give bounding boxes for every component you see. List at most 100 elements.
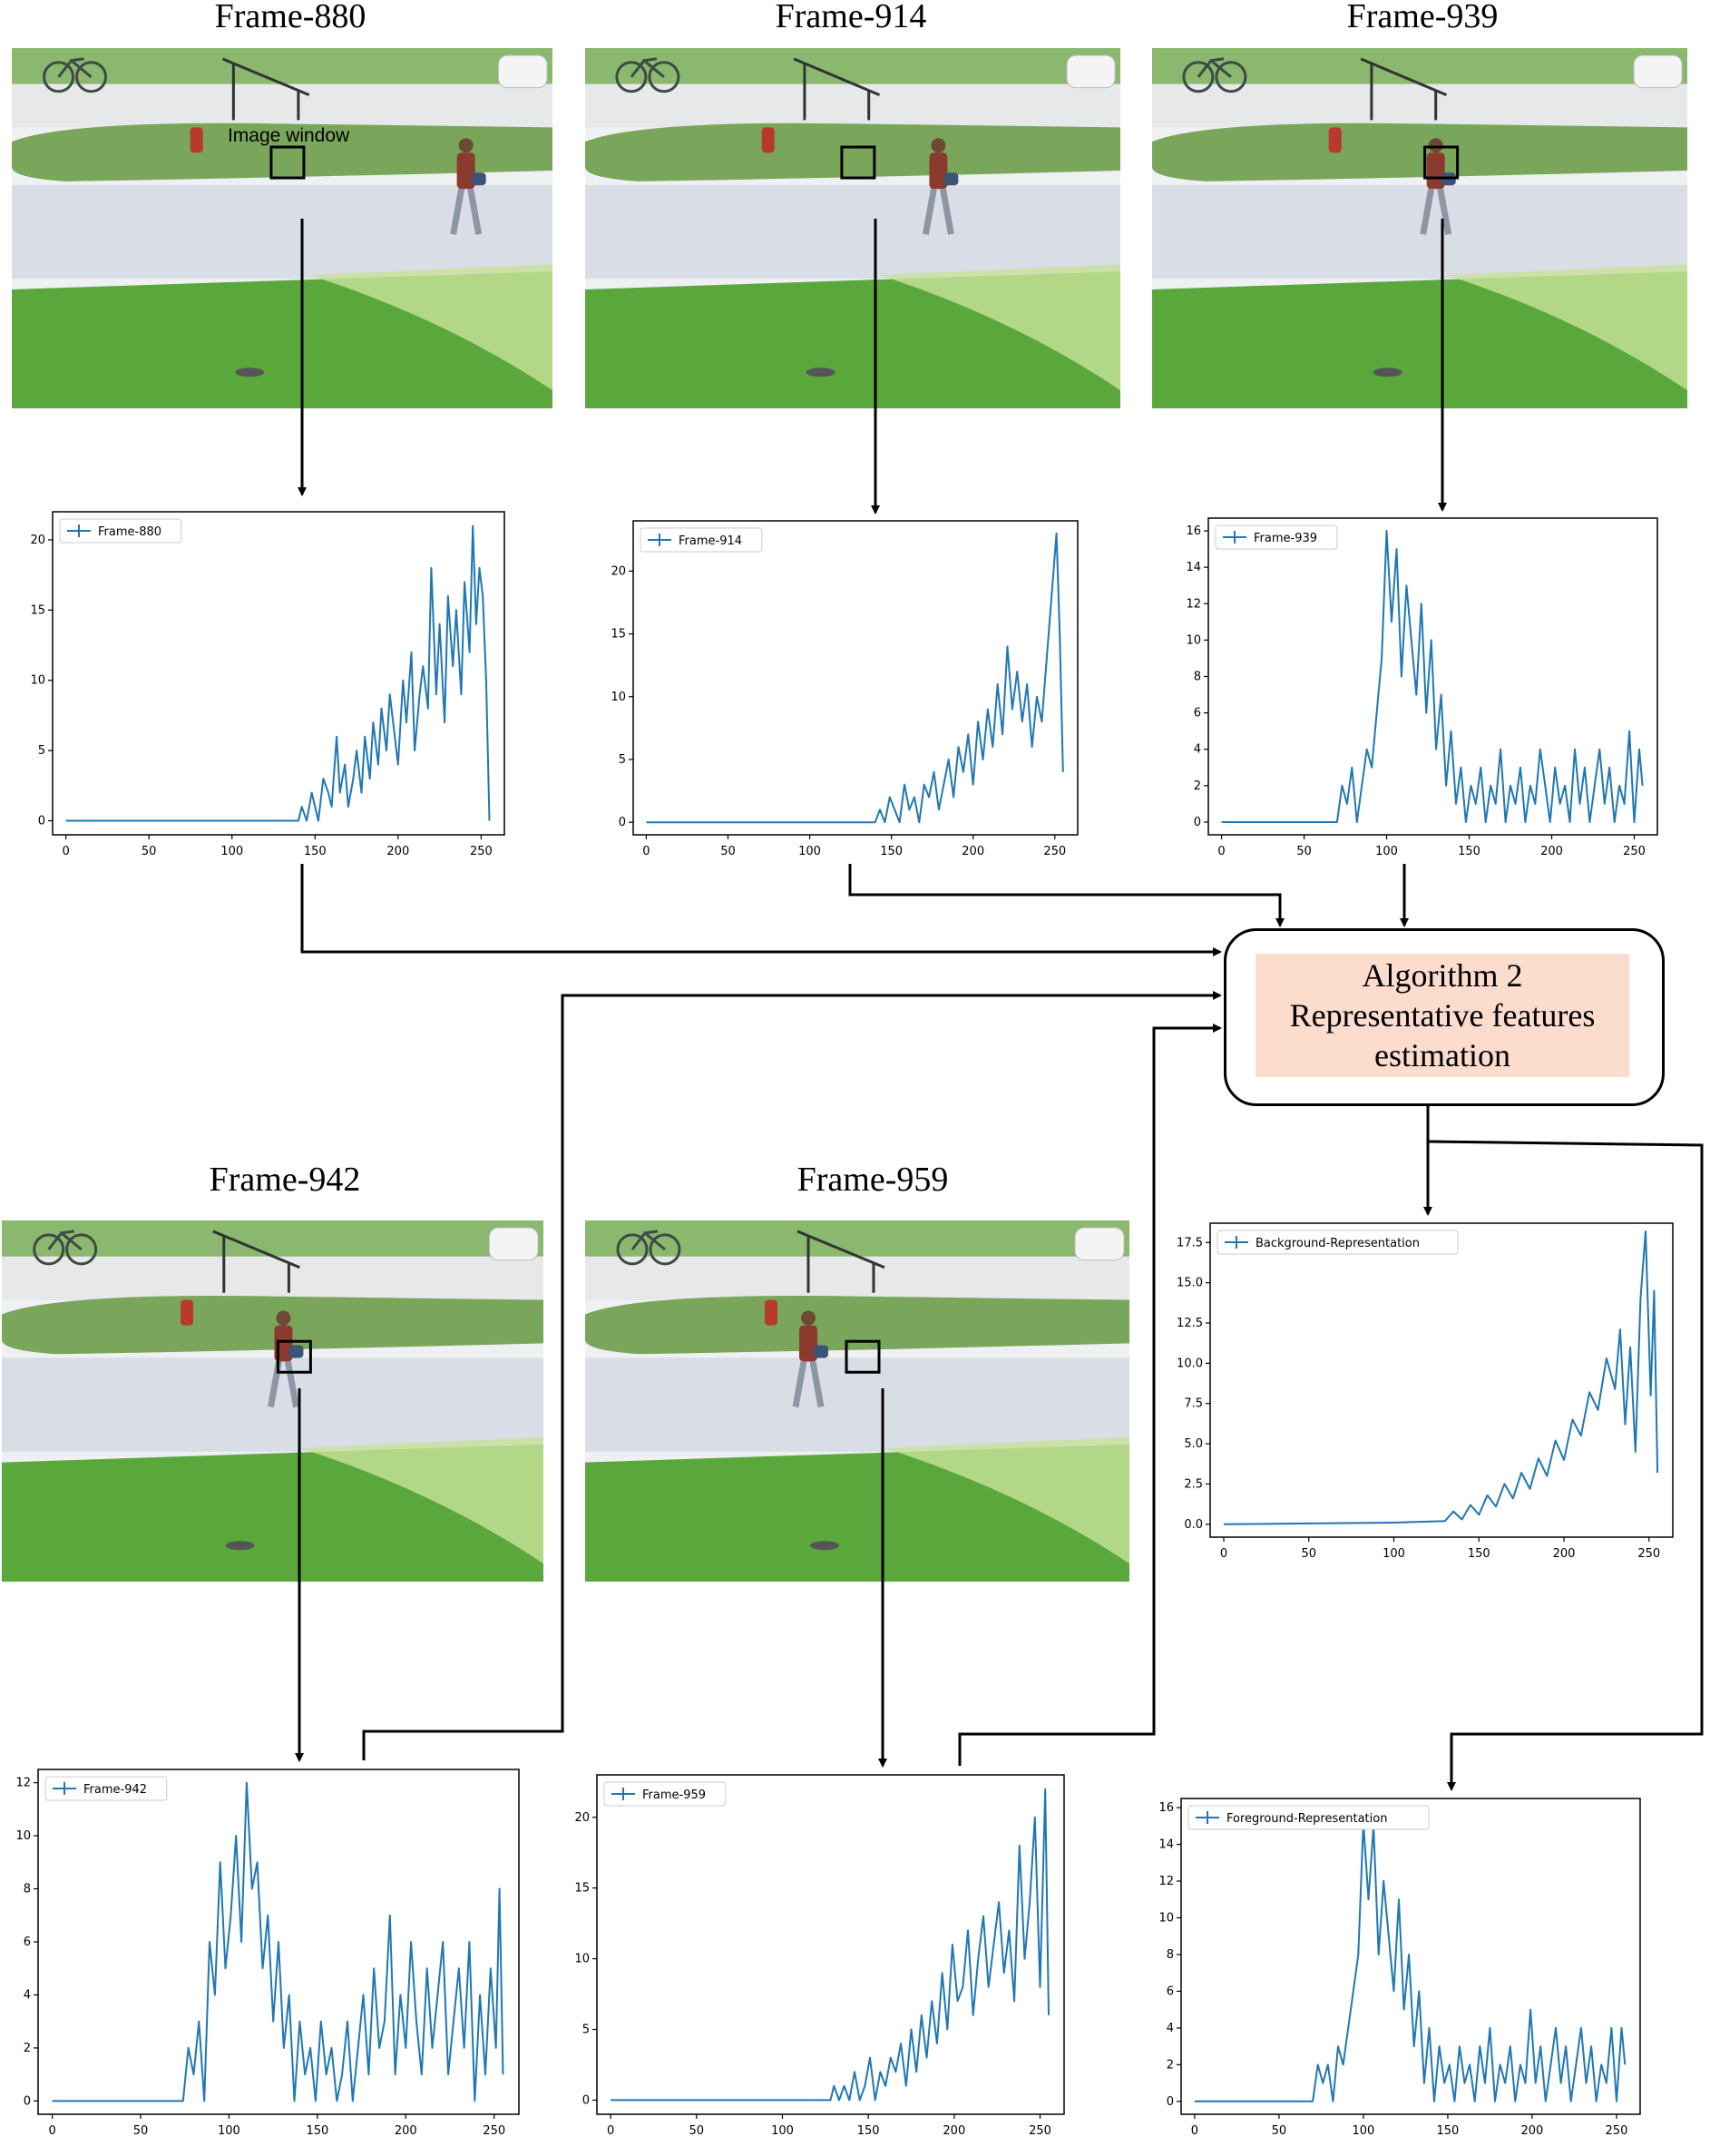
y-tick-label: 6 (24, 1936, 31, 1949)
x-tick-label: 0 (607, 2124, 614, 2138)
fire-hydrant (181, 1299, 194, 1326)
parked-car (1074, 1227, 1125, 1261)
person-head (801, 1310, 816, 1326)
algorithm-subtitle-2: estimation (1374, 1037, 1510, 1073)
x-tick-label: 50 (142, 845, 157, 858)
y-tick-label: 5 (38, 744, 45, 758)
y-tick-label: 5 (619, 753, 626, 767)
bicycle-frame (630, 1230, 666, 1251)
stair-railing (212, 1230, 300, 1293)
scene-grass-highlight (1446, 264, 1687, 391)
x-tick-label: 150 (1437, 2124, 1460, 2138)
y-tick-label: 15 (611, 628, 626, 642)
y-tick-label: 16 (1158, 1801, 1174, 1815)
legend-label: Frame-914 (679, 534, 742, 548)
legend-box (59, 518, 182, 544)
person-head (458, 138, 474, 153)
x-tick-label: 200 (395, 2124, 417, 2138)
legend-box (1215, 524, 1338, 550)
x-tick-label: 50 (1296, 845, 1312, 858)
x-tick-label: 50 (689, 2124, 705, 2138)
y-tick-label: 4 (1167, 2022, 1174, 2035)
scene-road (1152, 184, 1687, 279)
frame-959-histogram: 0 50 100 150 200 250 0 5 10 15 20 Frame-959 (562, 1768, 1075, 2156)
y-tick-label: 12 (15, 1777, 31, 1790)
stair-railing (796, 1230, 885, 1293)
person-legs (450, 188, 483, 235)
x-tick-label: 250 (1637, 1547, 1660, 1561)
x-tick-label: 50 (1272, 2124, 1287, 2138)
x-tick-label: 200 (943, 2124, 965, 2138)
frame-942-histogram: 0 50 100 150 200 250 0 2 4 6 8 10 12 Frame-942 (4, 1762, 530, 2156)
x-tick-label: 100 (1375, 845, 1398, 858)
x-tick-label: 150 (306, 2124, 328, 2138)
series-line (646, 532, 1064, 824)
scene-sidewalk (1152, 83, 1687, 128)
legend-label: Background-Representation (1256, 1237, 1420, 1250)
x-tick-label: 250 (1606, 2124, 1628, 2138)
bicycle-frame (47, 1230, 83, 1251)
x-tick-label: 100 (220, 845, 243, 858)
scene-lawn-island (585, 122, 1120, 181)
bicycle-frame (630, 57, 665, 78)
person-legs (922, 188, 954, 235)
y-tick-label: 15 (30, 603, 45, 617)
arrow-algorithm-to-foreground (1427, 1140, 1704, 1791)
y-tick-label: 0.0 (1184, 1518, 1203, 1532)
image-window-box (276, 1339, 312, 1374)
x-tick-label: 200 (1521, 2124, 1544, 2138)
x-tick-label: 200 (962, 845, 984, 858)
y-tick-label: 12 (1186, 597, 1201, 611)
legend-label: Frame-942 (83, 1783, 147, 1797)
x-tick-label: 150 (857, 2124, 880, 2138)
y-tick-label: 0 (1167, 2095, 1174, 2109)
y-tick-label: 0 (24, 2094, 31, 2108)
series-line (611, 1788, 1050, 2102)
image-window-box (845, 1339, 881, 1374)
algorithm-label-panel: Algorithm 2 Representative features esti… (1256, 954, 1629, 1077)
fire-hydrant (190, 127, 203, 153)
frame-914-image (585, 48, 1120, 408)
series-line (52, 1781, 504, 2102)
frame-942-image (2, 1220, 543, 1582)
parked-car (1066, 54, 1116, 89)
arrow-914-chart-to-algorithm (848, 864, 1285, 927)
series-line (1221, 530, 1644, 823)
x-tick-label: 50 (1301, 1547, 1316, 1561)
plot-frame (632, 520, 1079, 836)
bicycle-wheel (75, 61, 108, 93)
bicycle-wheel (43, 61, 75, 93)
series-line (1194, 1821, 1627, 2102)
x-tick-label: 250 (470, 845, 493, 858)
x-tick-label: 200 (1553, 1547, 1576, 1561)
legend-label: Frame-959 (642, 1788, 706, 1802)
algorithm-title: Algorithm 2 (1362, 957, 1523, 994)
bicycle-wheel (33, 1233, 65, 1266)
drain-cover (810, 1541, 839, 1551)
bicycle-wheel (1182, 61, 1215, 93)
stair-railing (221, 57, 310, 121)
frame-939-histogram: 0 50 100 150 200 250 0 2 4 6 8 10 12 14 16 Frame-939 (1174, 511, 1668, 877)
bicycle-wheel (616, 1233, 649, 1266)
y-tick-label: 20 (611, 564, 626, 578)
plot-frame (1209, 1222, 1674, 1538)
frame-959-image (585, 1220, 1129, 1582)
x-tick-label: 0 (48, 2124, 55, 2138)
scene-sidewalk (585, 83, 1120, 128)
x-tick-label: 0 (642, 845, 650, 858)
parked-car (497, 54, 548, 89)
x-tick-label: 50 (720, 845, 736, 858)
y-tick-label: 0 (1194, 816, 1201, 829)
frame-880-title: Frame-880 (214, 0, 366, 35)
fire-hydrant (761, 127, 775, 153)
y-tick-label: 2 (24, 2042, 31, 2055)
bicycle-frame (57, 57, 93, 78)
x-tick-label: 200 (386, 845, 409, 858)
stair-railing (1360, 57, 1448, 121)
person-head (931, 138, 946, 153)
y-tick-label: 20 (30, 534, 45, 547)
y-tick-label: 10 (1186, 633, 1201, 647)
y-tick-label: 20 (574, 1811, 590, 1825)
frame-914-title: Frame-914 (775, 0, 927, 35)
frame-942-title: Frame-942 (209, 1161, 361, 1199)
